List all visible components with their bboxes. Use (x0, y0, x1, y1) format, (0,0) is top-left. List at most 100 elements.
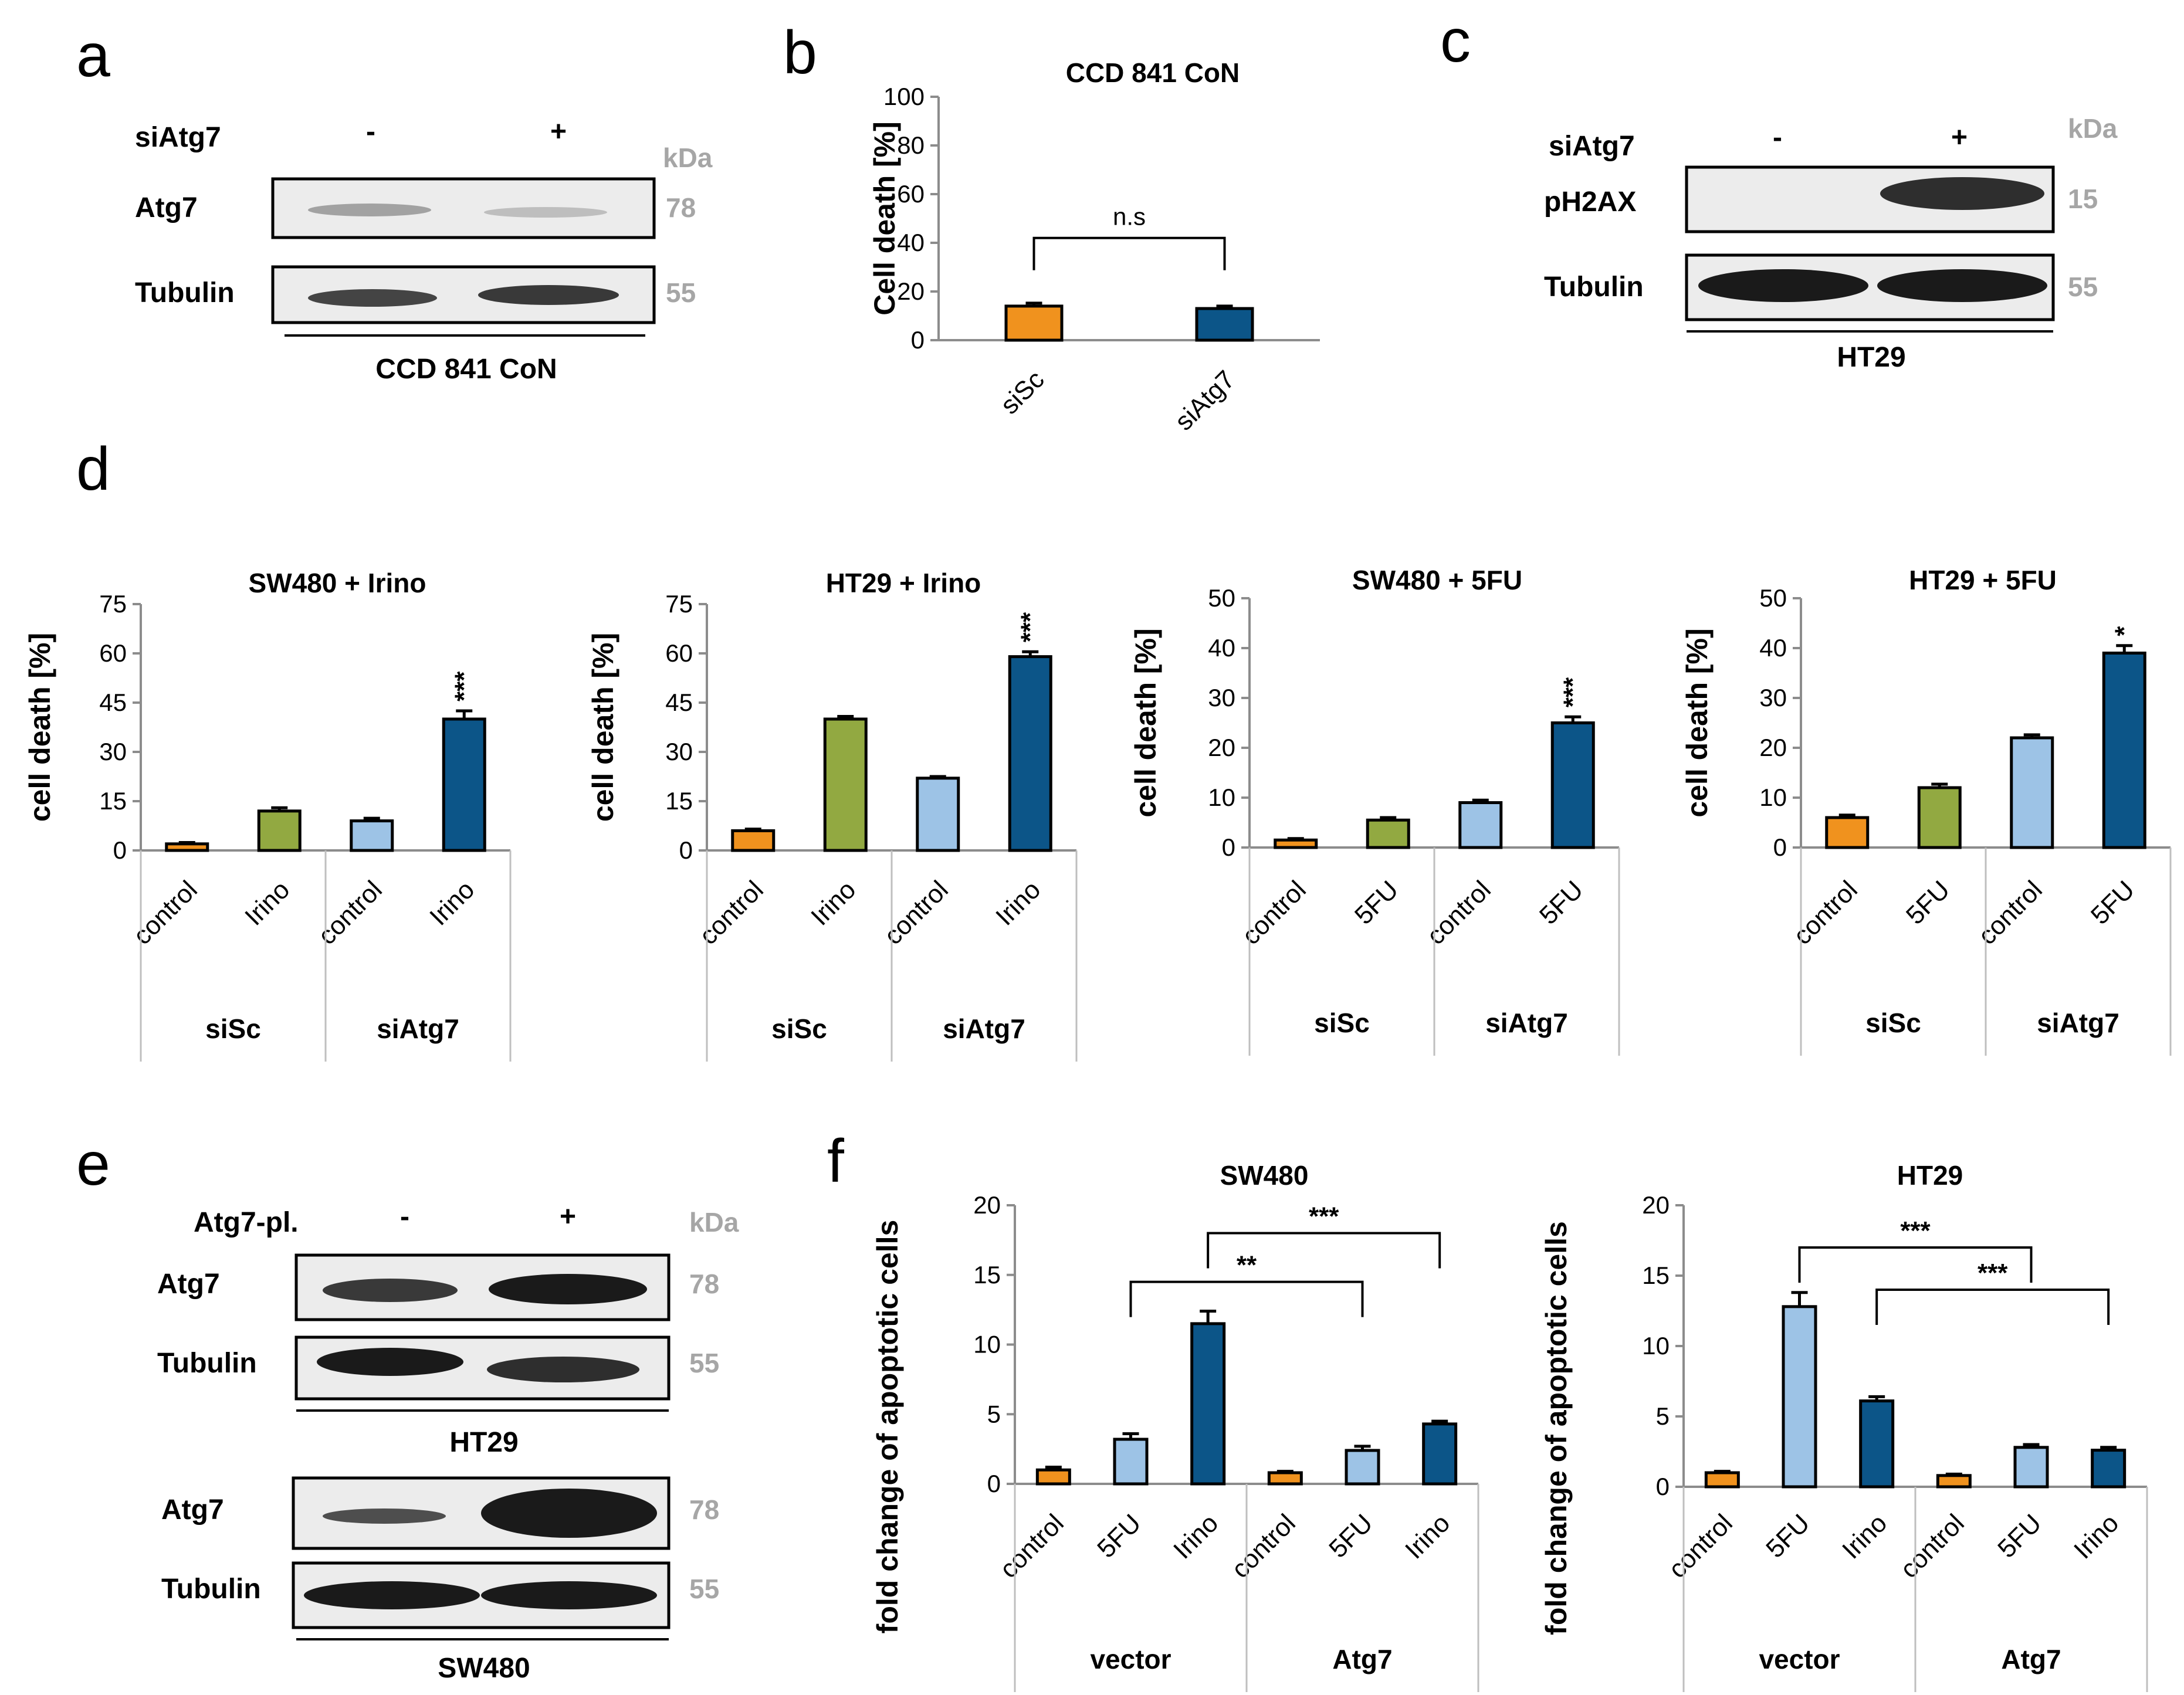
y-tick-label: 60 (99, 639, 127, 667)
significance-stars: *** (1900, 1216, 1931, 1245)
group-label: siSc (771, 1013, 827, 1044)
bar (1458, 801, 1503, 849)
bar (1345, 1449, 1380, 1486)
x-category-label: control (1421, 875, 1496, 950)
chart-title: HT29 (1897, 1160, 1963, 1191)
chart-d-ht29-irino: HT29 + Irino 0 15 30 45 60 75 cell death [%] con… (587, 568, 1078, 1062)
blot-e-bottom-band-atg7-lane2 (481, 1489, 657, 1538)
bar (350, 819, 394, 852)
y-tick-label: 40 (897, 229, 925, 256)
blot-a-kda-atg7: 78 (666, 192, 696, 223)
y-tick-label: 15 (99, 787, 127, 815)
y-tick-label: 60 (897, 180, 925, 208)
significance-stars: *** (1978, 1259, 2008, 1287)
chart-f-ht29-apoptosis: HT29 0 5 10 15 20 fold change of apoptotic cel… (1540, 1160, 2148, 1692)
y-tick-label: 0 (911, 326, 925, 354)
chart-b-ccd841-cell-death: CCD 841 CoN 0 20 40 60 80 100 Cell death [%] siS… (868, 57, 1320, 436)
bar (1113, 1438, 1149, 1486)
x-category-label: Irino (2068, 1508, 2124, 1564)
panel-letter-e: e (76, 1130, 110, 1198)
x-category-label: Irino (1837, 1508, 1892, 1564)
x-category-label: siSc (995, 365, 1049, 419)
bar (1366, 818, 1410, 849)
x-category-label: 5FU (1323, 1508, 1378, 1563)
blot-a-row-label-tubulin: Tubulin (135, 277, 235, 309)
chart-title: SW480 + 5FU (1352, 565, 1522, 595)
blot-c-kda-tubulin: 55 (2068, 272, 2098, 302)
blot-e-treatment-label: Atg7-pl. (194, 1207, 299, 1238)
bar (731, 829, 776, 852)
x-category-label: 5FU (1534, 875, 1589, 930)
blot-c-band-tubulin-lane1 (1698, 269, 1868, 302)
y-tick-label: 15 (973, 1261, 1001, 1289)
y-tick-label: 30 (665, 738, 693, 765)
x-category-label: 5FU (1992, 1508, 2047, 1563)
chart-d-ht29-5fu: HT29 + 5FU 0 10 20 30 40 50 cell death [%] contr… (1681, 565, 2172, 1056)
panel-letter-f: f (827, 1127, 845, 1195)
blot-a-band-tubulin-lane1 (308, 289, 437, 307)
x-category-label: control (128, 875, 203, 950)
chart-title: CCD 841 CoN (1066, 57, 1240, 88)
blot-e-top-kda-atg7: 78 (689, 1269, 719, 1299)
blot-a-membrane-atg7 (271, 177, 656, 239)
blot-e-top-band-atg7-lane2 (489, 1274, 647, 1304)
significance-stars: ** (1237, 1251, 1257, 1280)
x-category-label: control (1237, 875, 1312, 950)
bar (1782, 1305, 1817, 1489)
y-tick-label: 40 (1759, 634, 1787, 662)
y-tick-label: 5 (987, 1400, 1001, 1428)
blot-e-top-row-label-atg7: Atg7 (157, 1269, 220, 1300)
chart-f-sw480-apoptosis: SW480 0 5 10 15 20 fold change of apoptotic ce… (871, 1160, 1479, 1692)
y-tick-label: 30 (1759, 684, 1787, 711)
blot-a-lane-minus: - (366, 116, 375, 147)
y-tick-label: 30 (1208, 684, 1235, 711)
x-category-label: Irino (1168, 1508, 1224, 1564)
significance-bracket (1798, 1246, 2033, 1283)
x-category-label: control (313, 875, 388, 950)
y-axis-label: Cell death [%] (868, 121, 901, 316)
blot-c-kda-unit: kDa (2068, 113, 2118, 144)
x-category-label: Irino (1400, 1508, 1455, 1564)
blot-e-bottom-row-label-atg7: Atg7 (161, 1494, 224, 1526)
blot-e-kda-unit: kDa (689, 1207, 739, 1238)
y-tick-label: 50 (1759, 584, 1787, 612)
x-category-label: siAtg7 (1169, 365, 1240, 436)
significance-stars: *** (1015, 612, 1044, 642)
blot-c-lane-minus: - (1773, 122, 1782, 153)
blot-e-top-cell-line: HT29 (449, 1427, 518, 1458)
x-category-label: Irino (239, 875, 295, 931)
group-label: siAtg7 (2037, 1008, 2119, 1038)
bar (2102, 652, 2146, 849)
bar (1859, 1399, 1895, 1489)
blot-e-top-kda-tubulin: 55 (689, 1348, 719, 1378)
bar (257, 809, 302, 852)
y-tick-label: 10 (973, 1331, 1001, 1358)
group-label: siAtg7 (377, 1013, 459, 1044)
blot-c-treatment-label: siAtg7 (1549, 131, 1635, 162)
y-tick-label: 20 (973, 1191, 1001, 1219)
y-tick-label: 10 (1642, 1332, 1670, 1360)
blot-c-band-ph2ax-lane2 (1880, 177, 2044, 210)
x-category-label: 5FU (1349, 875, 1404, 930)
bar (2013, 1446, 2049, 1489)
blot-e-bottom-row-label-tubulin: Tubulin (161, 1574, 261, 1605)
group-label: vector (1090, 1644, 1171, 1674)
blot-a-row-label-atg7: Atg7 (135, 192, 198, 223)
significance-bracket (1032, 236, 1226, 270)
blot-e-bottom-band-tubulin-lane1 (304, 1581, 480, 1609)
y-tick-label: 10 (1759, 784, 1787, 811)
blot-a-band-atg7-lane2 (484, 207, 607, 218)
y-axis-label: cell death [%] (1129, 628, 1162, 817)
blot-e-lane-minus: - (400, 1201, 409, 1232)
bar (1550, 721, 1595, 849)
bar (1422, 1422, 1458, 1486)
x-category-label: 5FU (1092, 1508, 1146, 1563)
y-tick-label: 0 (113, 836, 127, 864)
x-category-label: control (1788, 875, 1863, 950)
y-tick-label: 75 (99, 590, 127, 618)
western-blot-e: Atg7-pl. - + kDa Atg7 78 Tubulin 55 HT29… (157, 1201, 739, 1684)
bar (916, 777, 960, 852)
y-axis-label: fold change of apoptotic cells (1540, 1221, 1573, 1635)
western-blot-c: siAtg7 - + kDa pH2AX 15 Tubulin 55 HT29 (1544, 113, 2118, 373)
panel-letter-b: b (783, 19, 817, 87)
